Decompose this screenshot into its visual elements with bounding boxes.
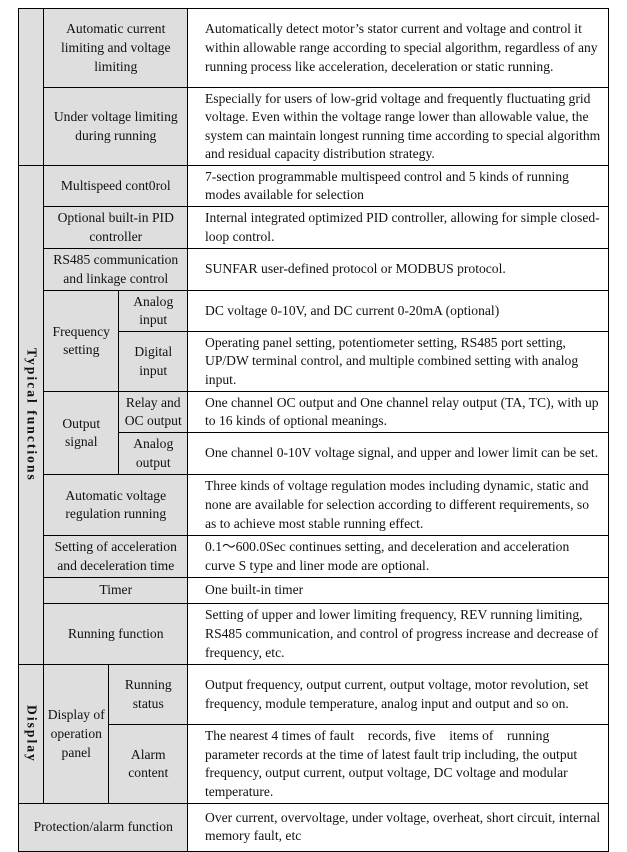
row-description: Setting of upper and lower limiting freq… xyxy=(205,607,602,660)
row-label-cell: Digital input xyxy=(118,331,189,393)
row-description-cell: The nearest 4 times of fault records, fi… xyxy=(187,724,609,805)
subgroup-label-display-panel: Display of operation panel xyxy=(47,707,105,760)
row-label-cell: Automatic voltage regulation running xyxy=(43,474,189,537)
row-description-cell: Operating panel setting, potentiometer s… xyxy=(187,331,609,393)
row-label: Running status xyxy=(124,677,172,711)
row-label: Analog output xyxy=(133,436,174,470)
row-label-cell: Timer xyxy=(43,577,189,605)
row-description-cell: Output frequency, output current, output… xyxy=(187,664,609,726)
row-description: 0.1～600.0Sec continues setting, and dece… xyxy=(205,539,573,573)
row-description: One channel 0-10V voltage signal, and up… xyxy=(205,445,599,461)
row-description: DC voltage 0-10V, and DC current 0-20mA … xyxy=(205,302,500,318)
row-description: One built-in timer xyxy=(205,582,304,598)
row-label: Analog input xyxy=(133,293,174,328)
subgroup-label-frequency-setting-cell: Frequency setting xyxy=(43,290,120,393)
row-description-cell: One channel 0-10V voltage signal, and up… xyxy=(187,432,609,476)
row-description-cell: 0.1～600.0Sec continues setting, and dece… xyxy=(187,535,609,579)
row-description: 7-section programmable multispeed contro… xyxy=(205,168,573,203)
row-label-cell: Alarm content xyxy=(108,724,189,805)
row-label: Protection/alarm function xyxy=(33,818,173,834)
row-description-cell: Automatically detect motor’s stator curr… xyxy=(187,8,609,89)
row-label-cell: Setting of acceleration and deceleration… xyxy=(43,535,189,579)
subgroup-label-frequency-setting: Frequency setting xyxy=(52,323,110,358)
row-label: Optional built-in PID controller xyxy=(57,210,174,244)
row-label: RS485 communication and linkage control xyxy=(53,252,179,286)
row-description: Operating panel setting, potentiometer s… xyxy=(205,334,582,388)
row-label-cell: Analog input xyxy=(118,290,189,333)
row-label-cell: Running status xyxy=(108,664,189,726)
row-label: Timer xyxy=(99,582,133,598)
row-description: The nearest 4 times of fault records, fi… xyxy=(205,728,581,799)
row-label: Under voltage limiting during running xyxy=(53,109,178,143)
row-description-cell: One channel OC output and One channel re… xyxy=(187,391,609,434)
row-label: Automatic voltage regulation running xyxy=(65,487,167,522)
row-label-cell: RS485 communication and linkage control xyxy=(43,248,189,292)
row-description: Output frequency, output current, output… xyxy=(205,677,592,711)
row-label-cell: Under voltage limiting during running xyxy=(43,87,189,167)
row-description: One channel OC output and One channel re… xyxy=(205,394,602,429)
subgroup-label-display-panel-cell: Display of operation panel xyxy=(43,664,110,805)
row-description: Especially for users of low-grid voltage… xyxy=(205,90,604,162)
row-label-cell: Automatic current limiting and voltage l… xyxy=(43,8,189,89)
group-label-display-cell: Display xyxy=(18,664,45,805)
row-label: Alarm content xyxy=(128,746,169,781)
row-label: Running function xyxy=(67,625,164,641)
row-label: Setting of acceleration and deceleration… xyxy=(54,539,177,573)
row-description: Three kinds of voltage regulation modes … xyxy=(205,478,593,531)
row-description: Automatically detect motor’s stator curr… xyxy=(205,21,601,74)
row-description-cell: DC voltage 0-10V, and DC current 0-20mA … xyxy=(187,290,609,333)
row-label: Digital input xyxy=(134,344,173,378)
row-label-cell: Relay and OC output xyxy=(118,391,189,434)
subgroup-label-output-signal-cell: Output signal xyxy=(43,391,120,476)
row-description-cell: 7-section programmable multispeed contro… xyxy=(187,165,609,208)
row-description: SUNFAR user-defined protocol or MODBUS p… xyxy=(205,261,506,277)
row-label-cell: Multispeed cont0rol xyxy=(43,165,189,208)
row-label-cell: Running function xyxy=(43,603,189,666)
row-description-cell: One built-in timer xyxy=(187,577,609,605)
row-label-cell: Optional built-in PID controller xyxy=(43,206,189,250)
group-label-typical-functions-cell: Typical functions xyxy=(18,165,45,666)
row-description-cell: Over current, overvoltage, under voltage… xyxy=(187,803,609,852)
row-description-cell: SUNFAR user-defined protocol or MODBUS p… xyxy=(187,248,609,292)
group-label-display: Display xyxy=(24,705,40,764)
subgroup-label-output-signal: Output signal xyxy=(62,415,101,450)
row-label: Relay and OC output xyxy=(124,394,182,429)
row-description-cell: Three kinds of voltage regulation modes … xyxy=(187,474,609,537)
row-description: Over current, overvoltage, under voltage… xyxy=(205,809,604,844)
row-label: Multispeed cont0rol xyxy=(60,177,171,193)
group-label-typical-functions: Typical functions xyxy=(24,348,40,483)
row-label-cell: Analog output xyxy=(118,432,189,476)
group-cell-blank-cell xyxy=(18,8,45,167)
row-description-cell: Setting of upper and lower limiting freq… xyxy=(187,603,609,666)
row-description-cell: Especially for users of low-grid voltage… xyxy=(187,87,609,167)
row-description-cell: Internal integrated optimized PID contro… xyxy=(187,206,609,250)
row-label-cell: Protection/alarm function xyxy=(18,803,189,852)
row-label: Automatic current limiting and voltage l… xyxy=(61,21,171,74)
row-description: Internal integrated optimized PID contro… xyxy=(205,210,600,244)
